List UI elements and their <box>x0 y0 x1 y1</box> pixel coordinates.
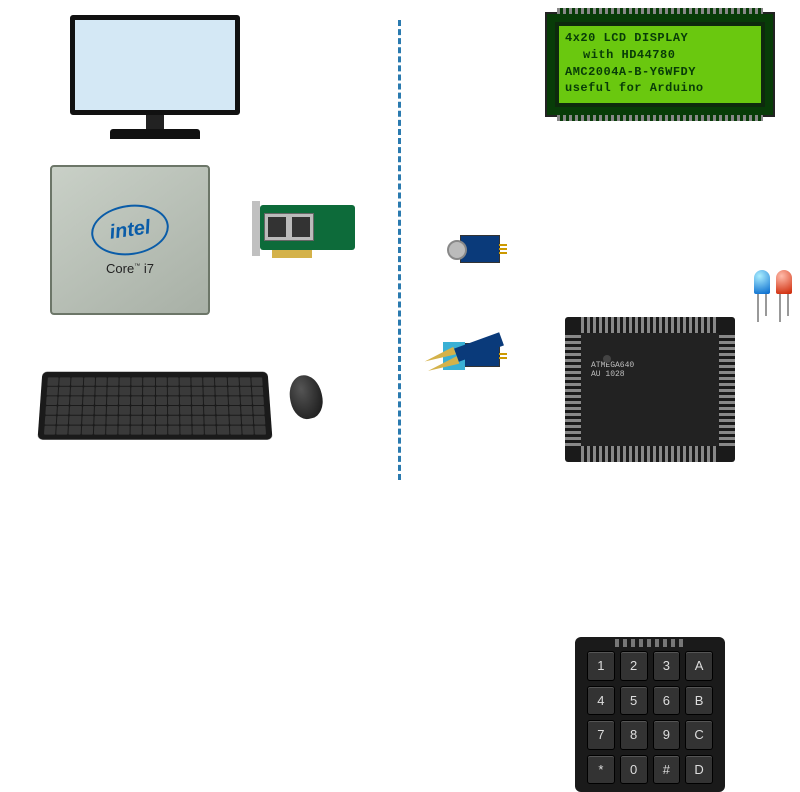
keypad-key: 3 <box>653 651 681 681</box>
section-divider <box>398 20 401 480</box>
keyboard-icon <box>38 372 273 440</box>
cpu-model: Core™ i7 <box>106 261 154 276</box>
cpu-brand: intel <box>108 215 152 243</box>
keypad-key: 0 <box>620 755 648 785</box>
monitor-icon <box>70 15 240 145</box>
keypad-key: 4 <box>587 686 615 716</box>
keypad-key: # <box>653 755 681 785</box>
keypad-key: 2 <box>620 651 648 681</box>
lcd-line: 4x20 LCD DISPLAY <box>565 30 755 47</box>
mcu-label: AU 1028 <box>591 370 625 379</box>
lcd-line: with HD44780 <box>565 47 755 64</box>
network-card-icon <box>260 205 370 270</box>
keypad-key: 8 <box>620 720 648 750</box>
keypad-key: 5 <box>620 686 648 716</box>
mcu-label: ATMEGA640 <box>591 361 634 370</box>
keypad-key: D <box>685 755 713 785</box>
matrix-keypad-icon: 123A 456B 789C *0#D <box>575 637 725 792</box>
lcd-display-icon: 4x20 LCD DISPLAY with HD44780 AMC2004A-B… <box>545 12 775 117</box>
lcd-line: useful for Arduino <box>565 80 755 97</box>
mouse-icon <box>290 375 330 425</box>
lcd-panel: 4x20 LCD DISPLAY with HD44780 AMC2004A-B… <box>555 22 765 107</box>
red-led-icon <box>776 270 792 294</box>
blue-led-icon <box>754 270 770 294</box>
keypad-key: B <box>685 686 713 716</box>
cpu-chip-icon: intel Core™ i7 <box>50 165 210 315</box>
keypad-key: 9 <box>653 720 681 750</box>
gas-sensor-icon <box>460 235 500 263</box>
keypad-key: 6 <box>653 686 681 716</box>
keypad-key: * <box>587 755 615 785</box>
keypad-key: 1 <box>587 651 615 681</box>
keypad-key: 7 <box>587 720 615 750</box>
keypad-key: C <box>685 720 713 750</box>
keypad-key: A <box>685 651 713 681</box>
microcontroller-chip-icon: ATMEGA640 AU 1028 <box>565 317 735 462</box>
lcd-line: AMC2004A-B-Y6WFDY <box>565 64 755 81</box>
